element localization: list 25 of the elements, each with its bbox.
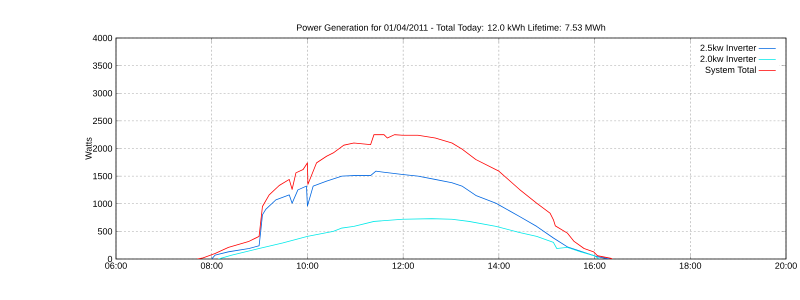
x-tick-label: 06:00 [105,262,127,269]
y-tick-label: 3500 [92,62,112,69]
x-tick-label: 12:00 [392,262,414,269]
x-tick-label: 16:00 [584,262,606,269]
x-tick-label: 18:00 [680,262,702,269]
legend-label: 2.5kw Inverter [700,44,756,51]
chart-title: Power Generation for 01/04/2011 - Total Today: 12.0 kWh Lifetime: 7.53 MWh [296,24,606,32]
y-tick-label: 3000 [92,90,112,96]
line-series [211,170,610,259]
line-series [218,218,600,259]
y-tick-label: 500 [98,228,112,235]
y-tick-label: 2000 [92,145,112,152]
y-tick-label: 0 [108,256,112,262]
y-tick-label: 1500 [93,172,112,180]
x-tick-label: 14:00 [488,262,510,269]
x-tick-label: 08:00 [200,262,223,269]
line-series [196,134,613,259]
legend-label: System Total [705,66,756,75]
y-axis-title: Watts [85,138,92,160]
y-tick-label: 1000 [93,200,112,207]
x-tick-label: 10:00 [296,262,318,269]
y-tick-label: 2500 [92,118,112,124]
y-tick-label: 4000 [92,34,112,42]
legend-label: 2.0kw Inverter [700,55,756,62]
x-tick-label: 20:00 [775,262,797,269]
